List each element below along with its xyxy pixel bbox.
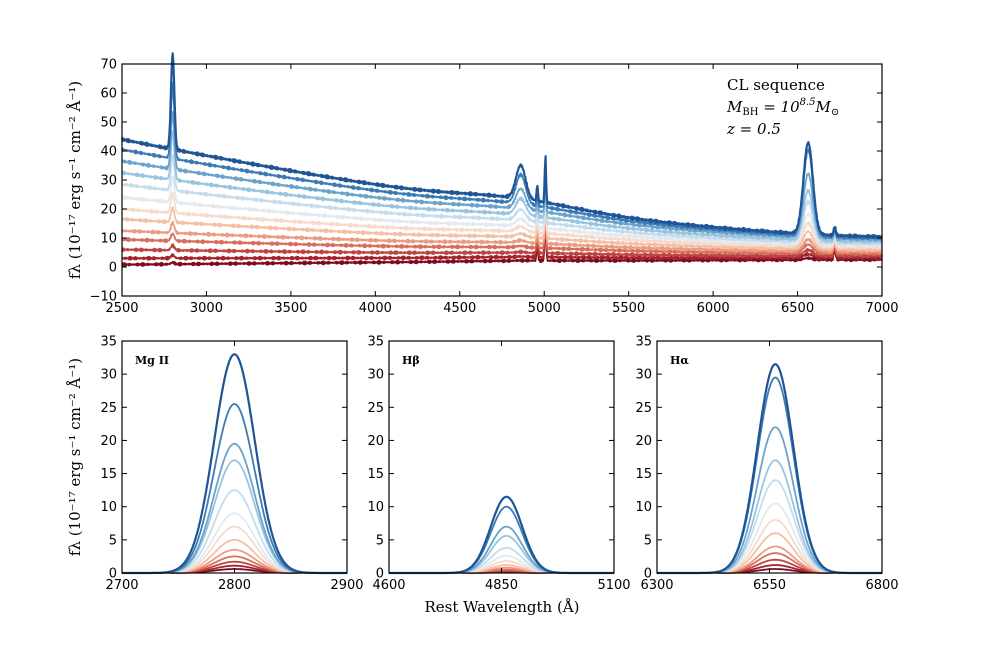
hbeta-ytick-label: 5 xyxy=(376,533,384,548)
halpha-ytick-label: 5 xyxy=(644,533,652,548)
top-ytick-label: 10 xyxy=(100,232,117,247)
mgii-series-line xyxy=(122,513,347,573)
halpha-ytick-label: 35 xyxy=(635,335,652,350)
top-ytick-label: 40 xyxy=(100,145,117,160)
halpha-ytick-label: 10 xyxy=(635,500,652,515)
hbeta-ytick-label: 10 xyxy=(367,500,384,515)
halpha-series-line xyxy=(657,480,882,573)
hbeta-ytick-label: 30 xyxy=(367,368,384,383)
top-xtick-label: 3000 xyxy=(190,301,223,316)
top-xtick-label: 6500 xyxy=(781,301,814,316)
halpha-series-line xyxy=(657,460,882,573)
hbeta-ytick-label: 20 xyxy=(367,434,384,449)
top-ytick-label: 30 xyxy=(100,174,117,189)
top-panel: 2500 3000 3500 4000 4500 5000 5500 6000 6500 7000… xyxy=(66,53,899,316)
halpha-series-line xyxy=(657,503,882,573)
mgii-ytick-label: 0 xyxy=(109,567,117,582)
mgii-ytick-label: 25 xyxy=(100,401,117,416)
mgii-curves xyxy=(122,354,347,573)
mgii-ytick-label: 35 xyxy=(100,335,117,350)
mgii-series-line xyxy=(122,490,347,573)
mgii-series-line xyxy=(122,404,347,573)
top-ytick-label: 50 xyxy=(100,116,117,131)
mgii-ytick-label: 10 xyxy=(100,500,117,515)
halpha-label: Hα xyxy=(670,354,689,367)
hbeta-ytick-label: 0 xyxy=(376,567,384,582)
mgii-ytick-label: 5 xyxy=(109,533,117,548)
top-xtick-label: 6000 xyxy=(697,301,730,316)
figure: 2500 3000 3500 4000 4500 5000 5500 6000 6500 7000… xyxy=(0,0,981,654)
halpha-series-line xyxy=(657,378,882,574)
top-ylabel: fλ (10⁻¹⁷ erg s⁻¹ cm⁻² Å⁻¹) xyxy=(66,81,84,279)
mgii-frame xyxy=(122,341,347,573)
top-ytick-label: 60 xyxy=(100,87,117,102)
mgii-xtick-label: 2800 xyxy=(218,578,251,593)
top-xtick-label: 3500 xyxy=(274,301,307,316)
halpha-series-line xyxy=(657,533,882,573)
top-xtick-label: 5000 xyxy=(528,301,561,316)
halpha-ytick-label: 20 xyxy=(635,434,652,449)
mgii-label: Mg II xyxy=(135,354,169,367)
hbeta-ytick-label: 25 xyxy=(367,401,384,416)
hbeta-series-line xyxy=(389,507,614,573)
top-xtick-label: 5500 xyxy=(612,301,645,316)
halpha-ytick-label: 25 xyxy=(635,401,652,416)
halpha-ytick-label: 0 xyxy=(644,567,652,582)
mgii-ytick-label: 30 xyxy=(100,368,117,383)
bottom-ylabel: fλ (10⁻¹⁷ erg s⁻¹ cm⁻² Å⁻¹) xyxy=(66,358,84,556)
hbeta-xtick-label: 5100 xyxy=(597,578,630,593)
halpha-series-line xyxy=(657,427,882,573)
mgii-ytick-label: 20 xyxy=(100,434,117,449)
annotation-line-2: MBH = 108.5M⊙ xyxy=(726,97,839,118)
top-ytick-label: 0 xyxy=(109,261,117,276)
hbeta-label: Hβ xyxy=(402,354,420,367)
mgii-series-line xyxy=(122,444,347,573)
top-ytick-label: 20 xyxy=(100,203,117,218)
halpha-curves xyxy=(657,364,882,573)
annotation-line-3: z = 0.5 xyxy=(726,120,781,138)
halpha-ytick-label: 30 xyxy=(635,368,652,383)
halpha-xtick-label: 6800 xyxy=(865,578,898,593)
halpha-ytick-label: 15 xyxy=(635,467,652,482)
top-xtick-label: 7000 xyxy=(865,301,898,316)
xlabel: Rest Wavelength (Å) xyxy=(424,598,579,616)
hbeta-xtick-label: 4850 xyxy=(485,578,518,593)
hbeta-ytick-label: 35 xyxy=(367,335,384,350)
hbeta-curves xyxy=(389,497,614,573)
halpha-xtick-label: 6550 xyxy=(753,578,786,593)
hbeta-ytick-label: 15 xyxy=(367,467,384,482)
top-xtick-label: 4500 xyxy=(443,301,476,316)
mgii-ytick-label: 15 xyxy=(100,467,117,482)
halpha-series-line xyxy=(657,364,882,573)
annotation-line-1: CL sequence xyxy=(727,76,825,94)
mgii-xtick-label: 2900 xyxy=(330,578,363,593)
top-xtick-label: 4000 xyxy=(359,301,392,316)
top-ytick-label: 70 xyxy=(100,58,117,73)
top-ytick-label: −10 xyxy=(90,290,117,305)
